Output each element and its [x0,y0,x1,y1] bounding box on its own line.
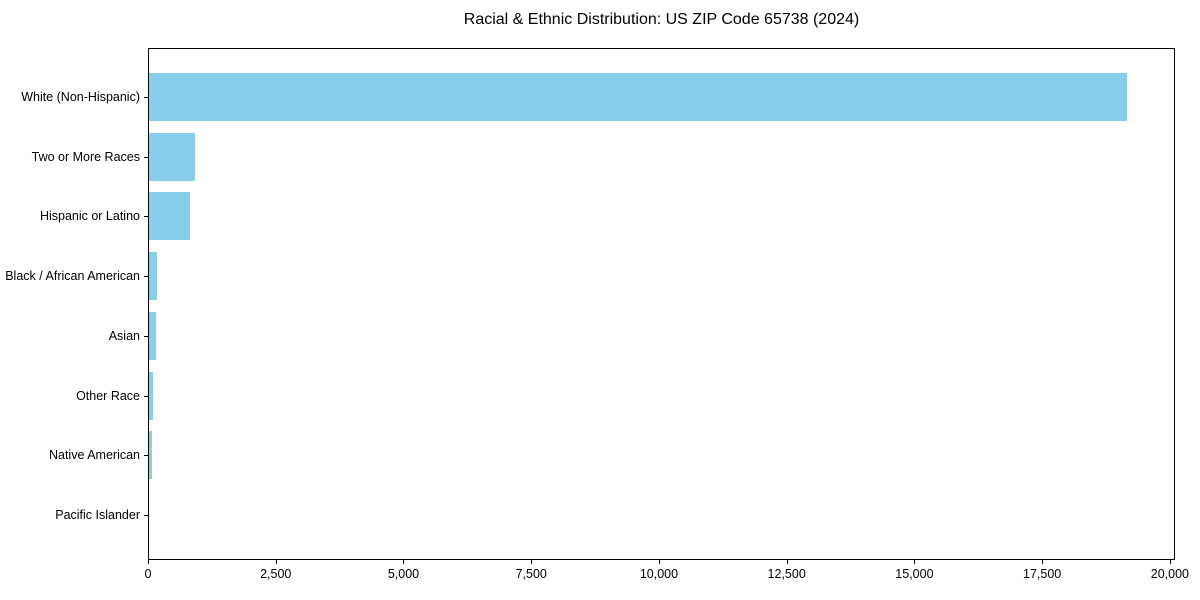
x-tick-label: 12,500 [767,567,806,581]
y-tick-label: Native American [48,448,140,463]
y-tick-mark [144,395,148,397]
bar [149,73,1128,121]
y-tick-label: Other Race [76,388,140,403]
bar [149,192,190,241]
bar [149,311,156,360]
x-tick-label: 0 [144,567,152,581]
y-tick-mark [144,97,148,98]
y-tick-mark [144,276,148,278]
x-tick-label: 15,000 [895,567,934,581]
x-tick-mark [914,560,916,564]
y-tick-mark [144,515,148,516]
x-tick-mark [1042,560,1044,564]
bar [149,252,157,301]
bar [149,431,153,480]
x-tick-label: 17,500 [1023,567,1062,581]
y-tick-label: Asian [108,328,140,343]
chart-title: Racial & Ethnic Distribution: US ZIP Cod… [463,11,860,28]
x-tick-mark [275,560,277,564]
bars-layer [149,49,1174,559]
bar [149,132,195,181]
y-tick-mark [144,335,148,337]
x-tick-label: 2,500 [260,567,292,581]
x-tick-mark [148,560,149,564]
y-tick-mark [144,216,148,218]
x-tick-label: 5,000 [387,567,420,581]
y-tick-label: Pacific Islander [55,507,140,522]
x-tick-mark [1169,560,1171,564]
y-tick-label: White (Non-Hispanic) [21,89,140,104]
y-tick-label: Black / African American [5,268,140,283]
x-tick-mark [658,560,660,564]
x-tick-mark [531,560,533,564]
y-tick-label: Two or More Races [31,149,140,164]
x-tick-mark [403,560,405,564]
bar [149,371,154,420]
y-tick-mark [144,455,148,457]
y-tick-mark [144,156,148,158]
x-tick-mark [786,560,788,564]
x-tick-label: 7,500 [515,567,547,581]
plot-area [148,48,1175,560]
y-tick-label: Hispanic or Latino [39,209,140,224]
x-tick-label: 10,000 [639,567,679,581]
x-tick-label: 20,000 [1150,567,1189,581]
